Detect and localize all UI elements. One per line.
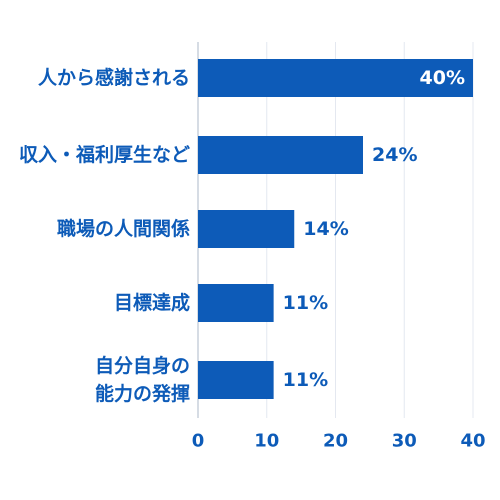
bar-0	[198, 59, 473, 97]
value-label-0: 40%	[420, 67, 465, 89]
category-label-4-line-1: 能力の発揮	[95, 382, 190, 405]
value-label-1: 24%	[372, 144, 417, 166]
x-tick-label-3: 30	[392, 431, 417, 452]
category-label-0: 人から感謝される	[38, 66, 190, 89]
x-tick-label-2: 20	[323, 431, 348, 452]
value-label-2: 14%	[303, 218, 348, 240]
x-tick-label-4: 40	[460, 431, 485, 452]
bar-4	[198, 361, 274, 399]
value-label-4: 11%	[283, 369, 328, 391]
bar-1	[198, 136, 363, 174]
x-tick-label-1: 10	[254, 431, 279, 452]
category-label-4-line-0: 自分自身の	[95, 354, 190, 377]
category-label-3: 目標達成	[114, 291, 190, 314]
x-tick-label-0: 0	[192, 431, 205, 452]
category-label-1: 収入・福利厚生など	[19, 143, 190, 166]
bar-2	[198, 210, 295, 248]
bar-3	[198, 284, 274, 322]
value-label-3: 11%	[283, 292, 328, 314]
category-label-2: 職場の人間関係	[57, 217, 190, 240]
